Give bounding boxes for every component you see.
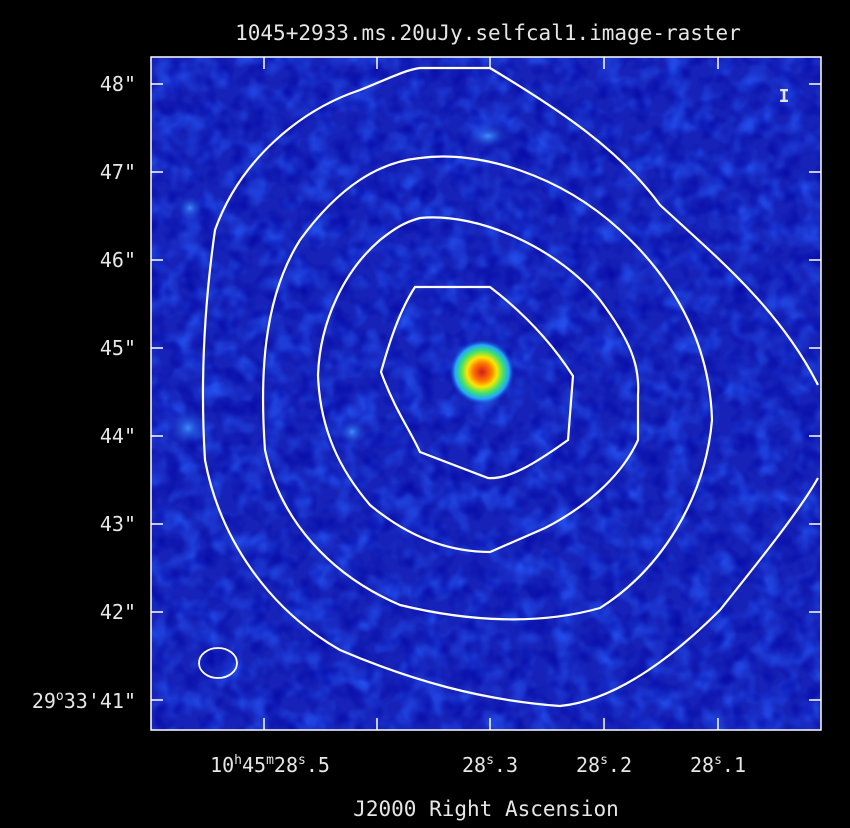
x-tick-labels: 10h45m28s.5 28s.3 28s.2 28s.1 <box>210 753 746 777</box>
y-tick-label: 42" <box>100 600 136 624</box>
y-tick-label: 47" <box>100 160 136 184</box>
x-tick-hours: 10 <box>210 753 234 777</box>
x-tick-fraction: .1 <box>722 753 746 777</box>
contour-overlay <box>201 66 819 708</box>
x-tick-seconds-sup: s <box>298 753 306 768</box>
x-tick-fraction: .3 <box>494 753 518 777</box>
y-tick-label: 43" <box>100 512 136 536</box>
image-title: 1045+2933.ms.20uJy.selfcal1.image-raster <box>235 21 741 45</box>
tick-marks <box>151 57 821 730</box>
y-tick-label: 48" <box>100 72 136 96</box>
x-tick-minutes: 45 <box>242 753 266 777</box>
x-tick-seconds: 28 <box>690 753 714 777</box>
radio-source <box>449 339 515 405</box>
y-origin-deg: 29 <box>32 689 56 713</box>
x-tick-fraction: .2 <box>608 753 632 777</box>
contour-level-1 <box>201 66 819 708</box>
plot-frame <box>150 56 822 731</box>
x-tick-minutes-sup: m <box>266 753 274 768</box>
x-tick-seconds-sup: s <box>486 753 494 768</box>
raster-image <box>151 57 821 730</box>
contour-level-4 <box>379 285 575 480</box>
x-tick-label: 28s.1 <box>690 753 746 777</box>
y-origin-label: 29o33'41" <box>32 689 136 713</box>
x-tick-label: 28s.2 <box>576 753 632 777</box>
y-origin-rest: 33'41" <box>64 689 136 713</box>
contour-level-3 <box>316 216 640 554</box>
y-tick-labels: 48" 47" 46" 45" 44" 43" 42" 29o33'41" <box>32 72 136 713</box>
beam-ellipse <box>198 647 238 679</box>
x-tick-seconds: 28 <box>576 753 600 777</box>
x-tick-label: 10h45m28s.5 <box>210 753 330 777</box>
y-tick-label: 46" <box>100 248 136 272</box>
x-tick-label: 28s.3 <box>462 753 518 777</box>
contour-level-2 <box>261 155 714 621</box>
y-origin-deg-sup: o <box>56 689 64 704</box>
x-tick-seconds: 28 <box>462 753 486 777</box>
x-tick-hours-sup: h <box>234 753 242 768</box>
x-tick-fraction: .5 <box>306 753 330 777</box>
x-axis-title: J2000 Right Ascension <box>353 797 619 821</box>
y-tick-label: 45" <box>100 336 136 360</box>
x-tick-seconds-sup: s <box>600 753 608 768</box>
x-tick-seconds-sup: s <box>714 753 722 768</box>
x-tick-seconds: 28 <box>274 753 298 777</box>
y-tick-label: 44" <box>100 424 136 448</box>
stokes-label: I <box>779 86 790 107</box>
